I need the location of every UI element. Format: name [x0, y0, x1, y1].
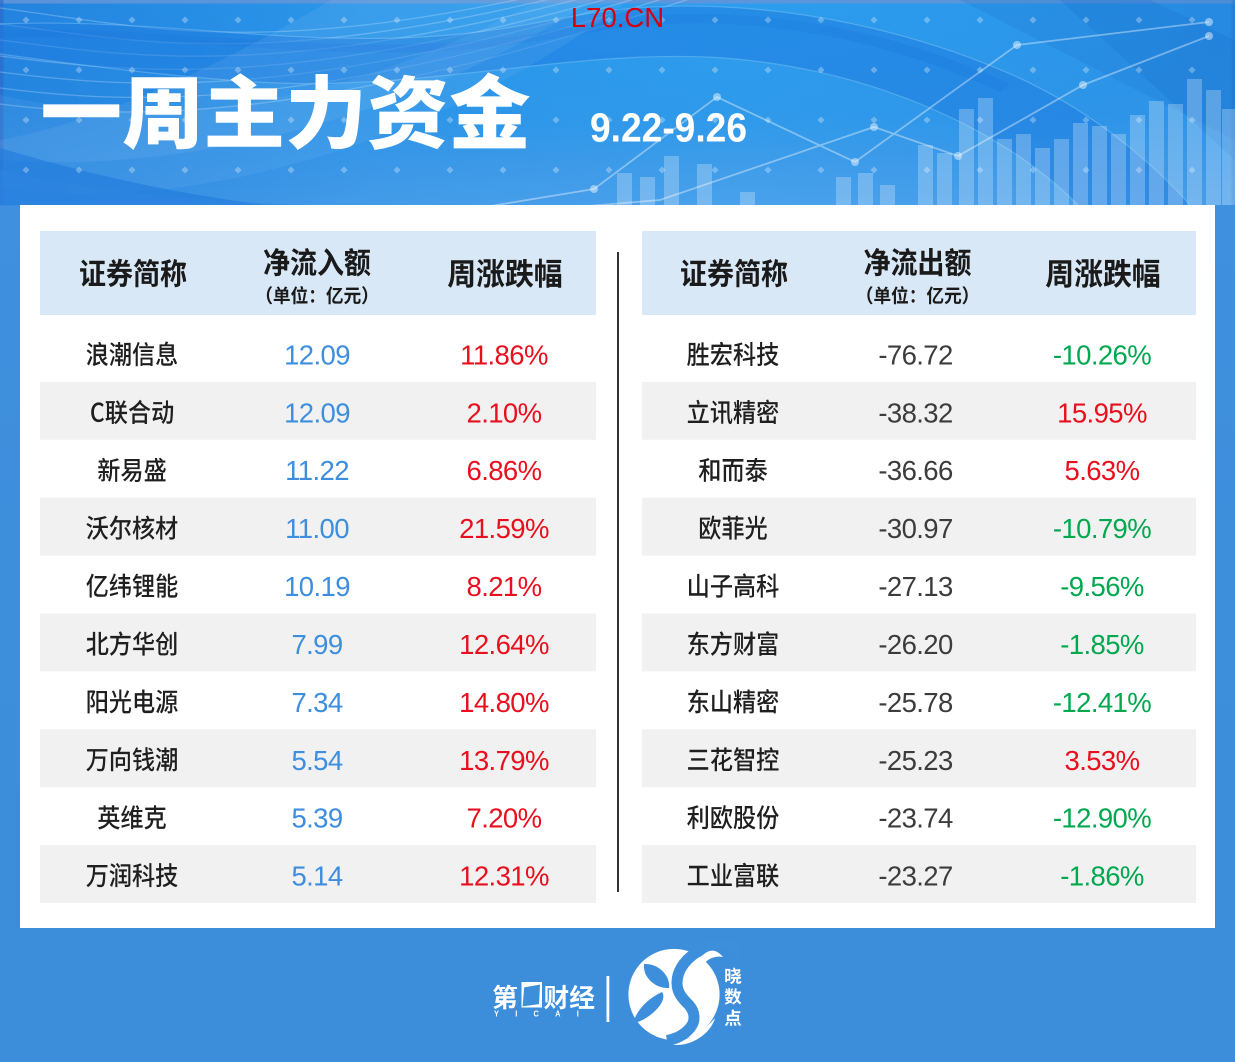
svg-text:9.22-9.26: 9.22-9.26 — [590, 105, 747, 151]
svg-text:-1.85%: -1.85% — [1060, 629, 1144, 660]
svg-text:-25.23: -25.23 — [878, 745, 953, 776]
svg-text:-10.79%: -10.79% — [1053, 513, 1151, 544]
svg-text:7.34: 7.34 — [291, 687, 342, 718]
svg-text:-25.78: -25.78 — [878, 687, 953, 718]
svg-text:5.14: 5.14 — [291, 861, 342, 892]
svg-text:-9.56%: -9.56% — [1060, 571, 1144, 602]
svg-text:YICAI: YICAI — [494, 1010, 595, 1019]
svg-text:5.54: 5.54 — [291, 745, 342, 776]
svg-text:-76.72: -76.72 — [878, 339, 952, 370]
svg-text:14.80%: 14.80% — [459, 687, 549, 718]
svg-text:6.86%: 6.86% — [467, 455, 542, 486]
svg-text:12.09: 12.09 — [284, 339, 350, 370]
svg-text:-23.74: -23.74 — [878, 803, 953, 834]
svg-text:11.00: 11.00 — [285, 513, 349, 544]
svg-text:5.39: 5.39 — [291, 803, 342, 834]
svg-text:5.63%: 5.63% — [1065, 455, 1140, 486]
svg-text:-12.41%: -12.41% — [1053, 687, 1151, 718]
svg-text:-30.97: -30.97 — [878, 513, 952, 544]
svg-text:12.31%: 12.31% — [459, 861, 549, 892]
svg-text:-38.32: -38.32 — [878, 397, 952, 428]
svg-text:7.99: 7.99 — [291, 629, 342, 660]
svg-text:7.20%: 7.20% — [467, 803, 542, 834]
svg-text:10.19: 10.19 — [284, 571, 350, 602]
svg-text:-36.66: -36.66 — [878, 455, 953, 486]
svg-text:12.09: 12.09 — [284, 397, 350, 428]
svg-text:-26.20: -26.20 — [878, 629, 953, 660]
svg-text:L70.CN: L70.CN — [571, 2, 664, 33]
svg-text:-27.13: -27.13 — [878, 571, 953, 602]
svg-text:-12.90%: -12.90% — [1053, 803, 1151, 834]
svg-text:2.10%: 2.10% — [467, 397, 542, 428]
svg-text:11.22: 11.22 — [285, 455, 349, 486]
svg-text:11.86%: 11.86% — [460, 339, 548, 370]
svg-text:12.64%: 12.64% — [459, 629, 549, 660]
svg-text:-10.26%: -10.26% — [1053, 339, 1151, 370]
svg-text:-23.27: -23.27 — [878, 861, 952, 892]
svg-text:-1.86%: -1.86% — [1060, 861, 1144, 892]
svg-text:15.95%: 15.95% — [1057, 397, 1147, 428]
svg-text:3.53%: 3.53% — [1065, 745, 1140, 776]
svg-text:13.79%: 13.79% — [459, 745, 549, 776]
svg-text:21.59%: 21.59% — [459, 513, 549, 544]
svg-text:8.21%: 8.21% — [467, 571, 542, 602]
